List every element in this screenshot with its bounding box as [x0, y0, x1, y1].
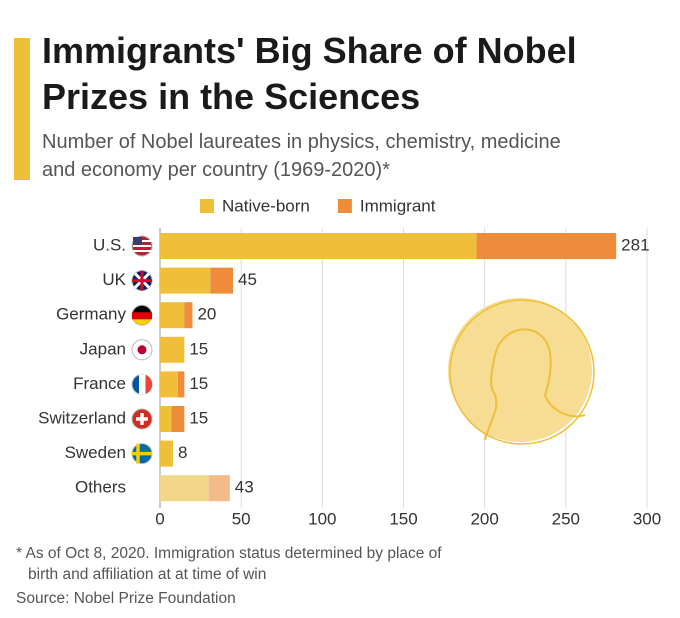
bar-segment	[160, 302, 185, 329]
x-tick-label: 100	[308, 509, 336, 528]
flag-cross	[136, 413, 148, 425]
bar-segment	[160, 371, 178, 398]
bar-segment	[160, 406, 172, 432]
footnote: * As of Oct 8, 2020. Immigration status …	[16, 545, 442, 583]
flag-icon	[131, 235, 153, 257]
flag-icon	[131, 443, 153, 465]
y-tick-label: Germany	[56, 305, 126, 324]
y-tick-label: Japan	[80, 339, 126, 358]
x-tick-label: 0	[155, 509, 164, 528]
flag-canton	[133, 237, 142, 245]
bar-segment	[160, 440, 173, 467]
flag-icon	[131, 270, 153, 292]
accent-bar	[14, 38, 30, 180]
flag-stripe	[133, 250, 151, 252]
bar-segment	[160, 336, 185, 363]
source: Source: Nobel Prize Foundation	[16, 590, 236, 607]
x-tick-label: 50	[232, 509, 251, 528]
flag-icon	[131, 304, 153, 326]
legend-label: Native-born	[222, 196, 310, 215]
bar-segment	[210, 267, 234, 294]
bar-segment	[160, 475, 209, 502]
total-label: 15	[189, 339, 208, 358]
flag-stripe	[132, 312, 152, 320]
total-label: 43	[235, 478, 254, 497]
bar-segment	[160, 233, 477, 259]
total-label: 15	[189, 408, 208, 427]
flag-cross	[132, 270, 152, 291]
x-tick-label: 300	[633, 509, 661, 528]
flag-stripe	[133, 319, 151, 325]
legend-swatch	[200, 199, 214, 213]
y-tick-label: Switzerland	[38, 408, 126, 427]
bar-segment	[160, 267, 211, 294]
chart: 0 50 100 150 200 250 300 Native-born Immigrant U.…	[38, 196, 661, 528]
x-tick-label: 150	[389, 509, 417, 528]
x-tick-label: 250	[552, 509, 580, 528]
bar-segment	[208, 475, 230, 502]
y-tick-label: U.S.	[93, 235, 126, 254]
flag-icon	[131, 339, 153, 361]
total-label: 45	[238, 270, 257, 289]
legend-label: Immigrant	[360, 196, 436, 215]
medal	[448, 298, 595, 445]
flag-stripe	[139, 374, 146, 395]
y-tick-label: Others	[75, 478, 126, 497]
flag-stripe	[145, 375, 153, 394]
total-label: 8	[178, 443, 187, 462]
total-label: 15	[189, 374, 208, 393]
chart-title: Immigrants' Big Share of Nobel Prizes in…	[42, 30, 577, 117]
bar-segment	[171, 406, 185, 432]
flag-cross	[132, 443, 152, 464]
y-tick-label: Sweden	[65, 443, 126, 462]
total-label: 20	[197, 305, 216, 324]
flag-stripe	[133, 245, 151, 247]
bar-segment	[476, 233, 617, 259]
y-tick-label: France	[73, 374, 126, 393]
flag-icon	[131, 373, 153, 395]
legend-swatch	[337, 199, 352, 213]
bar-segment	[177, 371, 185, 398]
flag-disc	[137, 345, 147, 355]
x-tick-label: 200	[470, 509, 498, 528]
bar-segment	[184, 302, 193, 329]
total-label: 281	[621, 235, 649, 254]
y-tick-label: UK	[102, 270, 126, 289]
chart-subtitle: Number of Nobel laureates in physics, ch…	[42, 131, 561, 181]
flag-icon	[131, 408, 153, 430]
